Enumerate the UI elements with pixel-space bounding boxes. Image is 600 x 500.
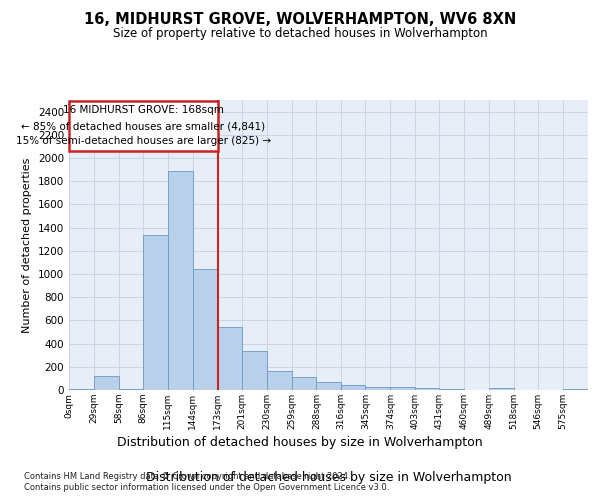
Bar — [292, 377, 316, 390]
Bar — [69, 389, 94, 390]
Bar — [94, 376, 119, 390]
Y-axis label: Number of detached properties: Number of detached properties — [22, 158, 32, 332]
Bar — [415, 388, 439, 390]
Text: Distribution of detached houses by size in Wolverhampton: Distribution of detached houses by size … — [117, 436, 483, 449]
Text: Size of property relative to detached houses in Wolverhampton: Size of property relative to detached ho… — [113, 28, 487, 40]
Bar — [119, 389, 143, 390]
Bar — [365, 386, 391, 390]
Bar — [143, 234, 168, 390]
Bar — [218, 327, 242, 390]
Text: ← 85% of detached houses are smaller (4,841): ← 85% of detached houses are smaller (4,… — [21, 121, 265, 131]
Text: 16, MIDHURST GROVE, WOLVERHAMPTON, WV6 8XN: 16, MIDHURST GROVE, WOLVERHAMPTON, WV6 8… — [84, 12, 516, 28]
Bar — [391, 386, 415, 390]
Bar — [193, 270, 218, 390]
Text: Contains public sector information licensed under the Open Government Licence v3: Contains public sector information licen… — [24, 484, 389, 492]
FancyBboxPatch shape — [69, 101, 218, 151]
Bar — [563, 389, 588, 390]
Bar — [168, 171, 193, 390]
X-axis label: Distribution of detached houses by size in Wolverhampton: Distribution of detached houses by size … — [146, 471, 511, 484]
Bar — [266, 372, 292, 390]
Bar — [316, 382, 341, 390]
Bar — [489, 388, 514, 390]
Text: Contains HM Land Registry data © Crown copyright and database right 2024.: Contains HM Land Registry data © Crown c… — [24, 472, 350, 481]
Bar — [242, 351, 266, 390]
Bar — [341, 386, 365, 390]
Text: 16 MIDHURST GROVE: 168sqm: 16 MIDHURST GROVE: 168sqm — [63, 106, 224, 116]
Text: 15% of semi-detached houses are larger (825) →: 15% of semi-detached houses are larger (… — [16, 136, 271, 145]
